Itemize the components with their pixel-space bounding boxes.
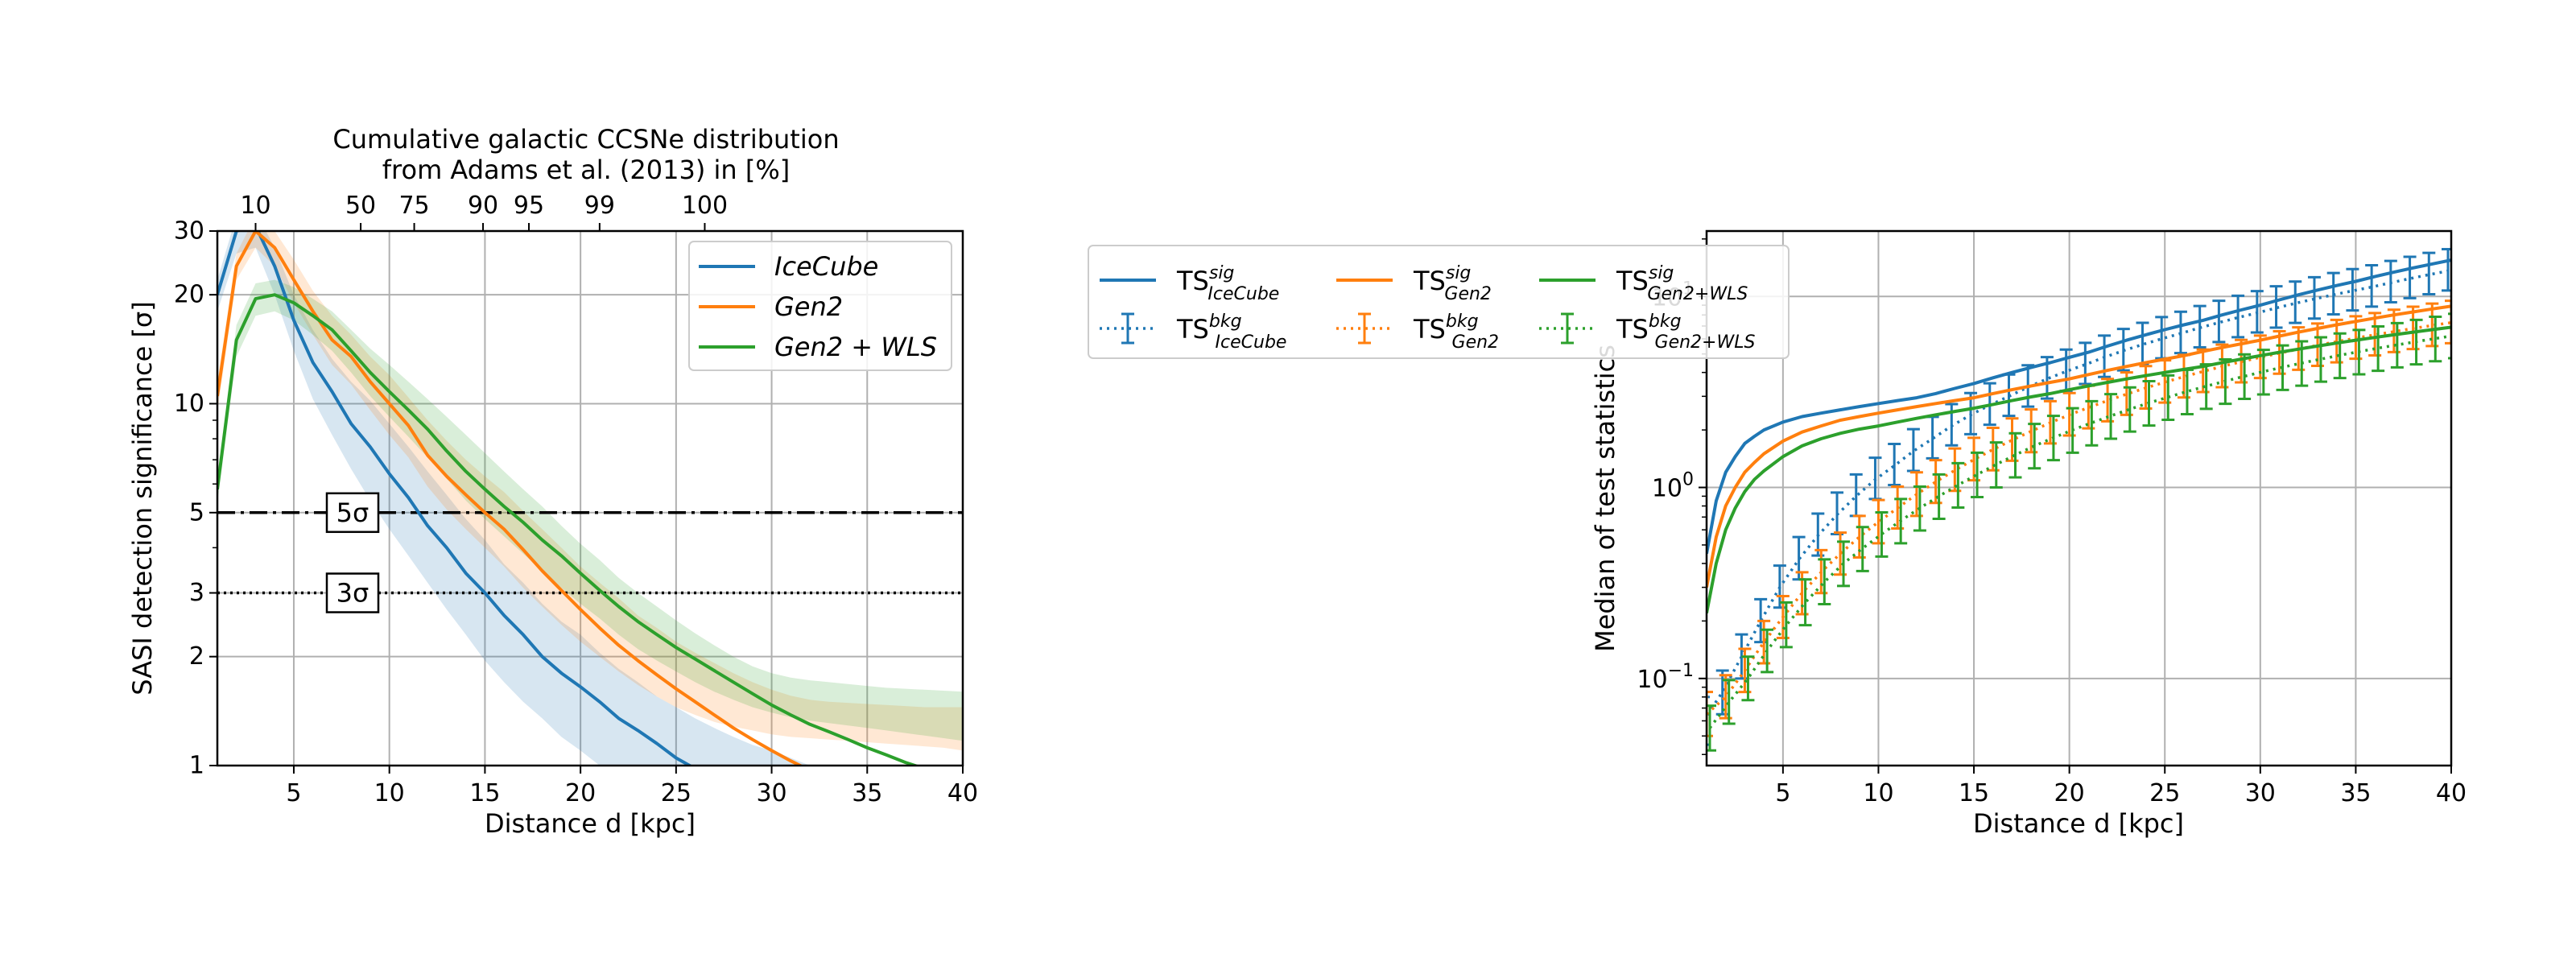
bkg-gen2 — [1707, 299, 2451, 737]
legend-item-background-gen2: TSbkg Gen2 — [1336, 312, 1499, 353]
top-tick-label-90: 90 — [468, 192, 498, 220]
bkg-line-icecube — [1707, 269, 2449, 719]
right-x-tick-label-20: 20 — [2054, 779, 2085, 807]
bkg-line-gen2-wls — [1708, 334, 2451, 729]
line-gen2-wls — [217, 293, 921, 766]
line-icecube — [217, 231, 693, 766]
right-x-tick-label-35: 35 — [2340, 779, 2371, 807]
left-x-tick-label-25: 25 — [661, 779, 691, 807]
legend-label-gen2-wls: Gen2 + WLS — [774, 332, 937, 362]
left-x-axis-label: Distance d [kpc] — [485, 808, 696, 839]
top-axis-title-line-2: from Adams et al. (2013) in [%] — [382, 155, 790, 185]
left-x-tick-label-15: 15 — [469, 779, 500, 807]
left-y-tick-label-30: 30 — [174, 217, 204, 246]
threshold-3-sigma-label: 3σ — [325, 572, 380, 613]
line-gen2 — [217, 231, 804, 766]
left-top-ticks: 10 50 75 90 95 99 100 — [240, 192, 728, 231]
threshold-5-sigma-label: 5σ — [325, 492, 380, 534]
sig-line-icecube — [1707, 258, 2451, 555]
right-x-tick-label-25: 25 — [2149, 779, 2180, 807]
legend-label-gen2: Gen2 — [774, 291, 843, 322]
right-y-axis-label: Median of test statistics — [1590, 345, 1620, 652]
left-x-tick-label-35: 35 — [852, 779, 882, 807]
left-y-tick-label-2: 2 — [189, 642, 204, 671]
right-x-tick-label-15: 15 — [1959, 779, 1989, 807]
right-y-tick-label-1: 100 — [1652, 470, 1694, 503]
top-tick-label-95: 95 — [514, 192, 544, 220]
right-axes-frame — [1705, 229, 2453, 767]
right-grid — [1707, 231, 2452, 766]
left-y-ticks: 1 2 3 5 10 20 30 — [174, 217, 217, 780]
svg-text:5σ: 5σ — [336, 497, 369, 528]
legend-label-icecube: IceCube — [774, 251, 878, 282]
left-axes-frame — [216, 229, 964, 767]
left-y-tick-label-10: 10 — [174, 390, 204, 418]
left-y-tick-label-5: 5 — [189, 498, 204, 526]
right-y-tick-label-0.1: 10−1 — [1637, 661, 1694, 694]
top-tick-label-75: 75 — [398, 192, 429, 220]
bkg-icecube — [1707, 248, 2451, 746]
top-tick-label-100: 100 — [682, 192, 728, 220]
left-lines — [217, 231, 921, 766]
bkg-gen2-wls — [1707, 312, 2451, 752]
right-x-tick-label-10: 10 — [1863, 779, 1893, 807]
top-tick-label-50: 50 — [345, 192, 376, 220]
left-y-axis-label: SASI detection significance [σ] — [127, 301, 158, 695]
band-icecube — [217, 231, 811, 766]
top-tick-label-10: 10 — [240, 192, 270, 220]
left-x-ticks: 5 10 15 20 25 30 35 40 — [286, 766, 978, 807]
right-data — [1707, 248, 2451, 752]
right-x-tick-label-5: 5 — [1775, 779, 1790, 807]
left-y-tick-label-3: 3 — [189, 579, 204, 607]
right-x-axis-label: Distance d [kpc] — [1973, 808, 2184, 839]
top-tick-label-99: 99 — [584, 192, 615, 220]
left-x-tick-label-40: 40 — [947, 779, 978, 807]
right-x-tick-label-30: 30 — [2245, 779, 2276, 807]
top-axis-title-line-1: Cumulative galactic CCSNe distribution — [332, 124, 839, 155]
left-x-tick-label-30: 30 — [756, 779, 786, 807]
left-x-tick-label-10: 10 — [374, 779, 405, 807]
svg-text:3σ: 3σ — [336, 578, 369, 609]
left-thresholds: 5σ 3σ — [217, 492, 963, 613]
left-y-tick-label-1: 1 — [189, 752, 204, 780]
sig-line-gen2-wls — [1707, 325, 2451, 613]
band-gen2-wls — [217, 279, 963, 741]
right-x-ticks: 5 10 15 20 25 30 35 40 — [1775, 766, 2467, 807]
left-bands — [217, 231, 963, 766]
legend-label-bkg-gen2: TSbkg Gen2 — [1413, 312, 1499, 353]
left-y-tick-label-20: 20 — [174, 281, 204, 309]
left-x-tick-label-20: 20 — [565, 779, 596, 807]
left-x-tick-label-5: 5 — [286, 779, 301, 807]
left-legend: IceCube Gen2 Gen2 + WLS — [688, 241, 952, 371]
band-gen2 — [217, 231, 963, 751]
sig-line-gen2 — [1707, 304, 2451, 588]
right-x-tick-label-40: 40 — [2436, 779, 2467, 807]
